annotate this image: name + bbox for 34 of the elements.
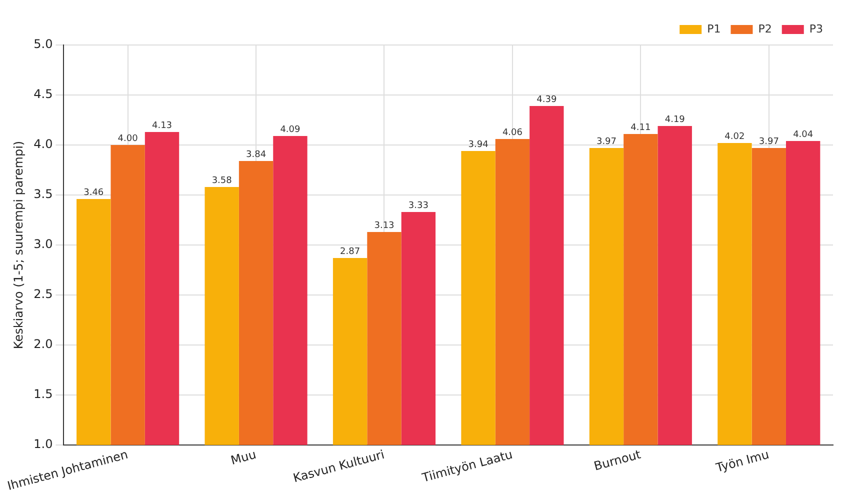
y-tick-label: 2.5: [34, 287, 53, 302]
data-label: 3.13: [374, 220, 394, 231]
legend-label: P1: [707, 22, 721, 36]
y-tick-label: 3.5: [34, 187, 53, 202]
data-label: 4.19: [664, 114, 686, 125]
data-label: 3.84: [246, 150, 266, 160]
data-label: 3.46: [84, 188, 104, 198]
legend-label: P2: [758, 22, 772, 36]
x-tick-label: Burnout: [592, 447, 643, 474]
data-label: 2.87: [340, 246, 360, 257]
y-tick-label: 3.0: [34, 237, 53, 252]
y-tick-label: 4.0: [34, 137, 53, 152]
y-axis-title: Keskiarvo (1-5; suurempi parempi): [12, 140, 26, 350]
y-tick-label: 1.5: [34, 387, 53, 402]
x-tick-label: Muu: [229, 447, 258, 468]
data-label: 3.97: [758, 136, 779, 147]
data-label: 3.97: [596, 136, 617, 147]
data-label: 3.58: [212, 176, 232, 186]
data-label: 3.94: [468, 140, 489, 150]
data-label: 4.06: [502, 128, 523, 138]
data-label: 3.33: [408, 200, 428, 211]
data-label: 4.02: [724, 132, 745, 142]
y-tick-label: 5.0: [34, 37, 53, 52]
x-tick-label: Työn Imu: [714, 447, 770, 476]
y-tick-label: 1.0: [34, 437, 53, 452]
data-label: 4.39: [536, 94, 557, 105]
y-tick-label: 4.5: [34, 87, 53, 102]
data-label: 4.13: [152, 120, 172, 131]
data-label: 4.00: [118, 134, 138, 144]
y-tick-label: 2.0: [34, 337, 53, 352]
data-label: 4.04: [793, 130, 814, 140]
data-label: 4.11: [630, 122, 651, 133]
data-label: 4.09: [280, 124, 301, 135]
legend-label: P3: [809, 22, 824, 36]
